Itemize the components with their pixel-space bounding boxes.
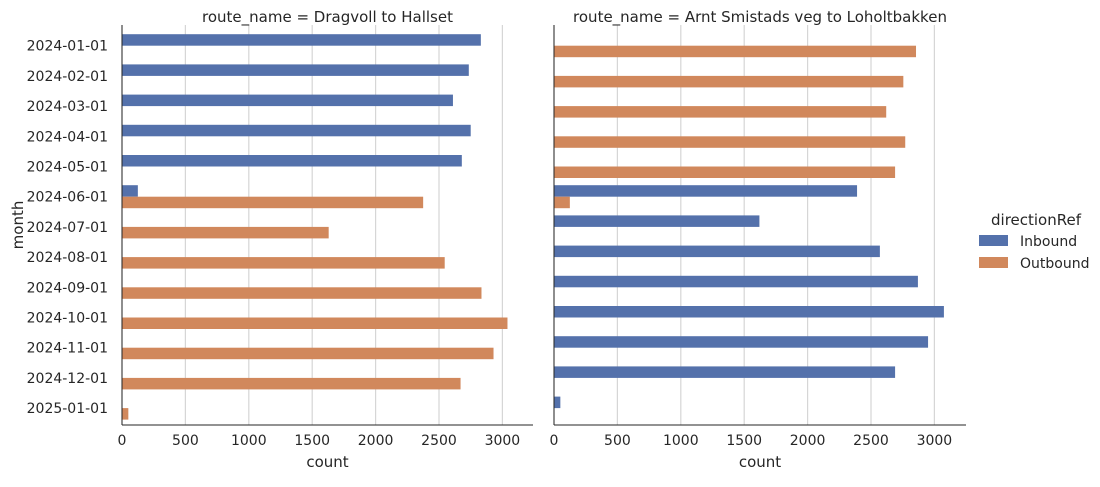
bar-outbound [122, 317, 508, 329]
x-tick-label: 1500 [726, 433, 762, 449]
panel-title: route_name = Arnt Smistads veg to Loholt… [573, 8, 947, 27]
y-tick-label: 2024-07-01 [27, 220, 108, 236]
bar-inbound [554, 245, 880, 258]
x-tick-label: 500 [172, 433, 199, 449]
bar-outbound [554, 166, 896, 178]
bar-inbound [554, 336, 929, 348]
bar-outbound [122, 377, 461, 390]
bar-inbound [554, 275, 918, 288]
bar-inbound [122, 64, 469, 76]
y-tick-label: 2025-01-01 [27, 401, 108, 417]
bar-outbound [122, 226, 329, 239]
y-tick-label: 2024-06-01 [27, 190, 108, 206]
legend-label-inbound: Inbound [1020, 234, 1077, 250]
y-axis-title: month [9, 201, 27, 250]
bar-outbound [554, 196, 570, 209]
bar-outbound [122, 257, 445, 269]
bar-outbound [122, 408, 129, 420]
bar-inbound [122, 155, 462, 167]
y-tick-label: 2024-04-01 [27, 129, 108, 145]
y-tick-label: 2024-11-01 [27, 341, 108, 357]
bar-outbound [122, 347, 494, 360]
x-tick-label: 3000 [917, 433, 953, 449]
panel-title: route_name = Dragvoll to Hallset [202, 8, 453, 27]
bar-inbound [554, 215, 760, 227]
bar-outbound [122, 287, 482, 299]
x-tick-label: 2500 [853, 433, 889, 449]
y-tick-label: 2024-01-01 [27, 39, 108, 55]
y-tick-label: 2024-03-01 [27, 99, 108, 115]
x-axis-title: count [306, 453, 348, 471]
bar-inbound [554, 366, 896, 378]
bar-inbound [554, 306, 944, 318]
y-tick-label: 2024-12-01 [27, 371, 108, 387]
bar-outbound [554, 106, 887, 118]
legend-swatch-outbound [979, 257, 1008, 268]
x-tick-label: 2000 [358, 433, 394, 449]
x-axis-title: count [739, 453, 781, 471]
bar-inbound [122, 94, 453, 107]
legend-swatch-inbound [979, 235, 1008, 246]
legend-label-outbound: Outbound [1020, 256, 1089, 272]
bar-outbound [554, 136, 906, 148]
bar-inbound [122, 185, 138, 197]
bar-inbound [554, 185, 858, 197]
bar-inbound [122, 124, 471, 137]
x-tick-label: 0 [118, 433, 127, 449]
x-tick-label: 2500 [421, 433, 457, 449]
x-tick-label: 1000 [663, 433, 699, 449]
y-tick-label: 2024-02-01 [27, 69, 108, 85]
bar-outbound [122, 196, 424, 209]
bar-inbound [122, 34, 481, 46]
x-tick-label: 500 [604, 433, 631, 449]
bar-inbound [554, 396, 561, 409]
x-tick-label: 2000 [790, 433, 826, 449]
x-tick-label: 3000 [485, 433, 521, 449]
y-tick-label: 2024-10-01 [27, 311, 108, 327]
y-tick-label: 2024-08-01 [27, 250, 108, 266]
y-tick-label: 2024-05-01 [27, 160, 108, 176]
bar-outbound [554, 45, 917, 58]
x-tick-label: 1000 [231, 433, 267, 449]
bar-outbound [554, 75, 904, 88]
y-tick-label: 2024-09-01 [27, 280, 108, 296]
x-tick-label: 1500 [294, 433, 330, 449]
x-tick-label: 0 [550, 433, 559, 449]
legend-title: directionRef [991, 211, 1082, 229]
